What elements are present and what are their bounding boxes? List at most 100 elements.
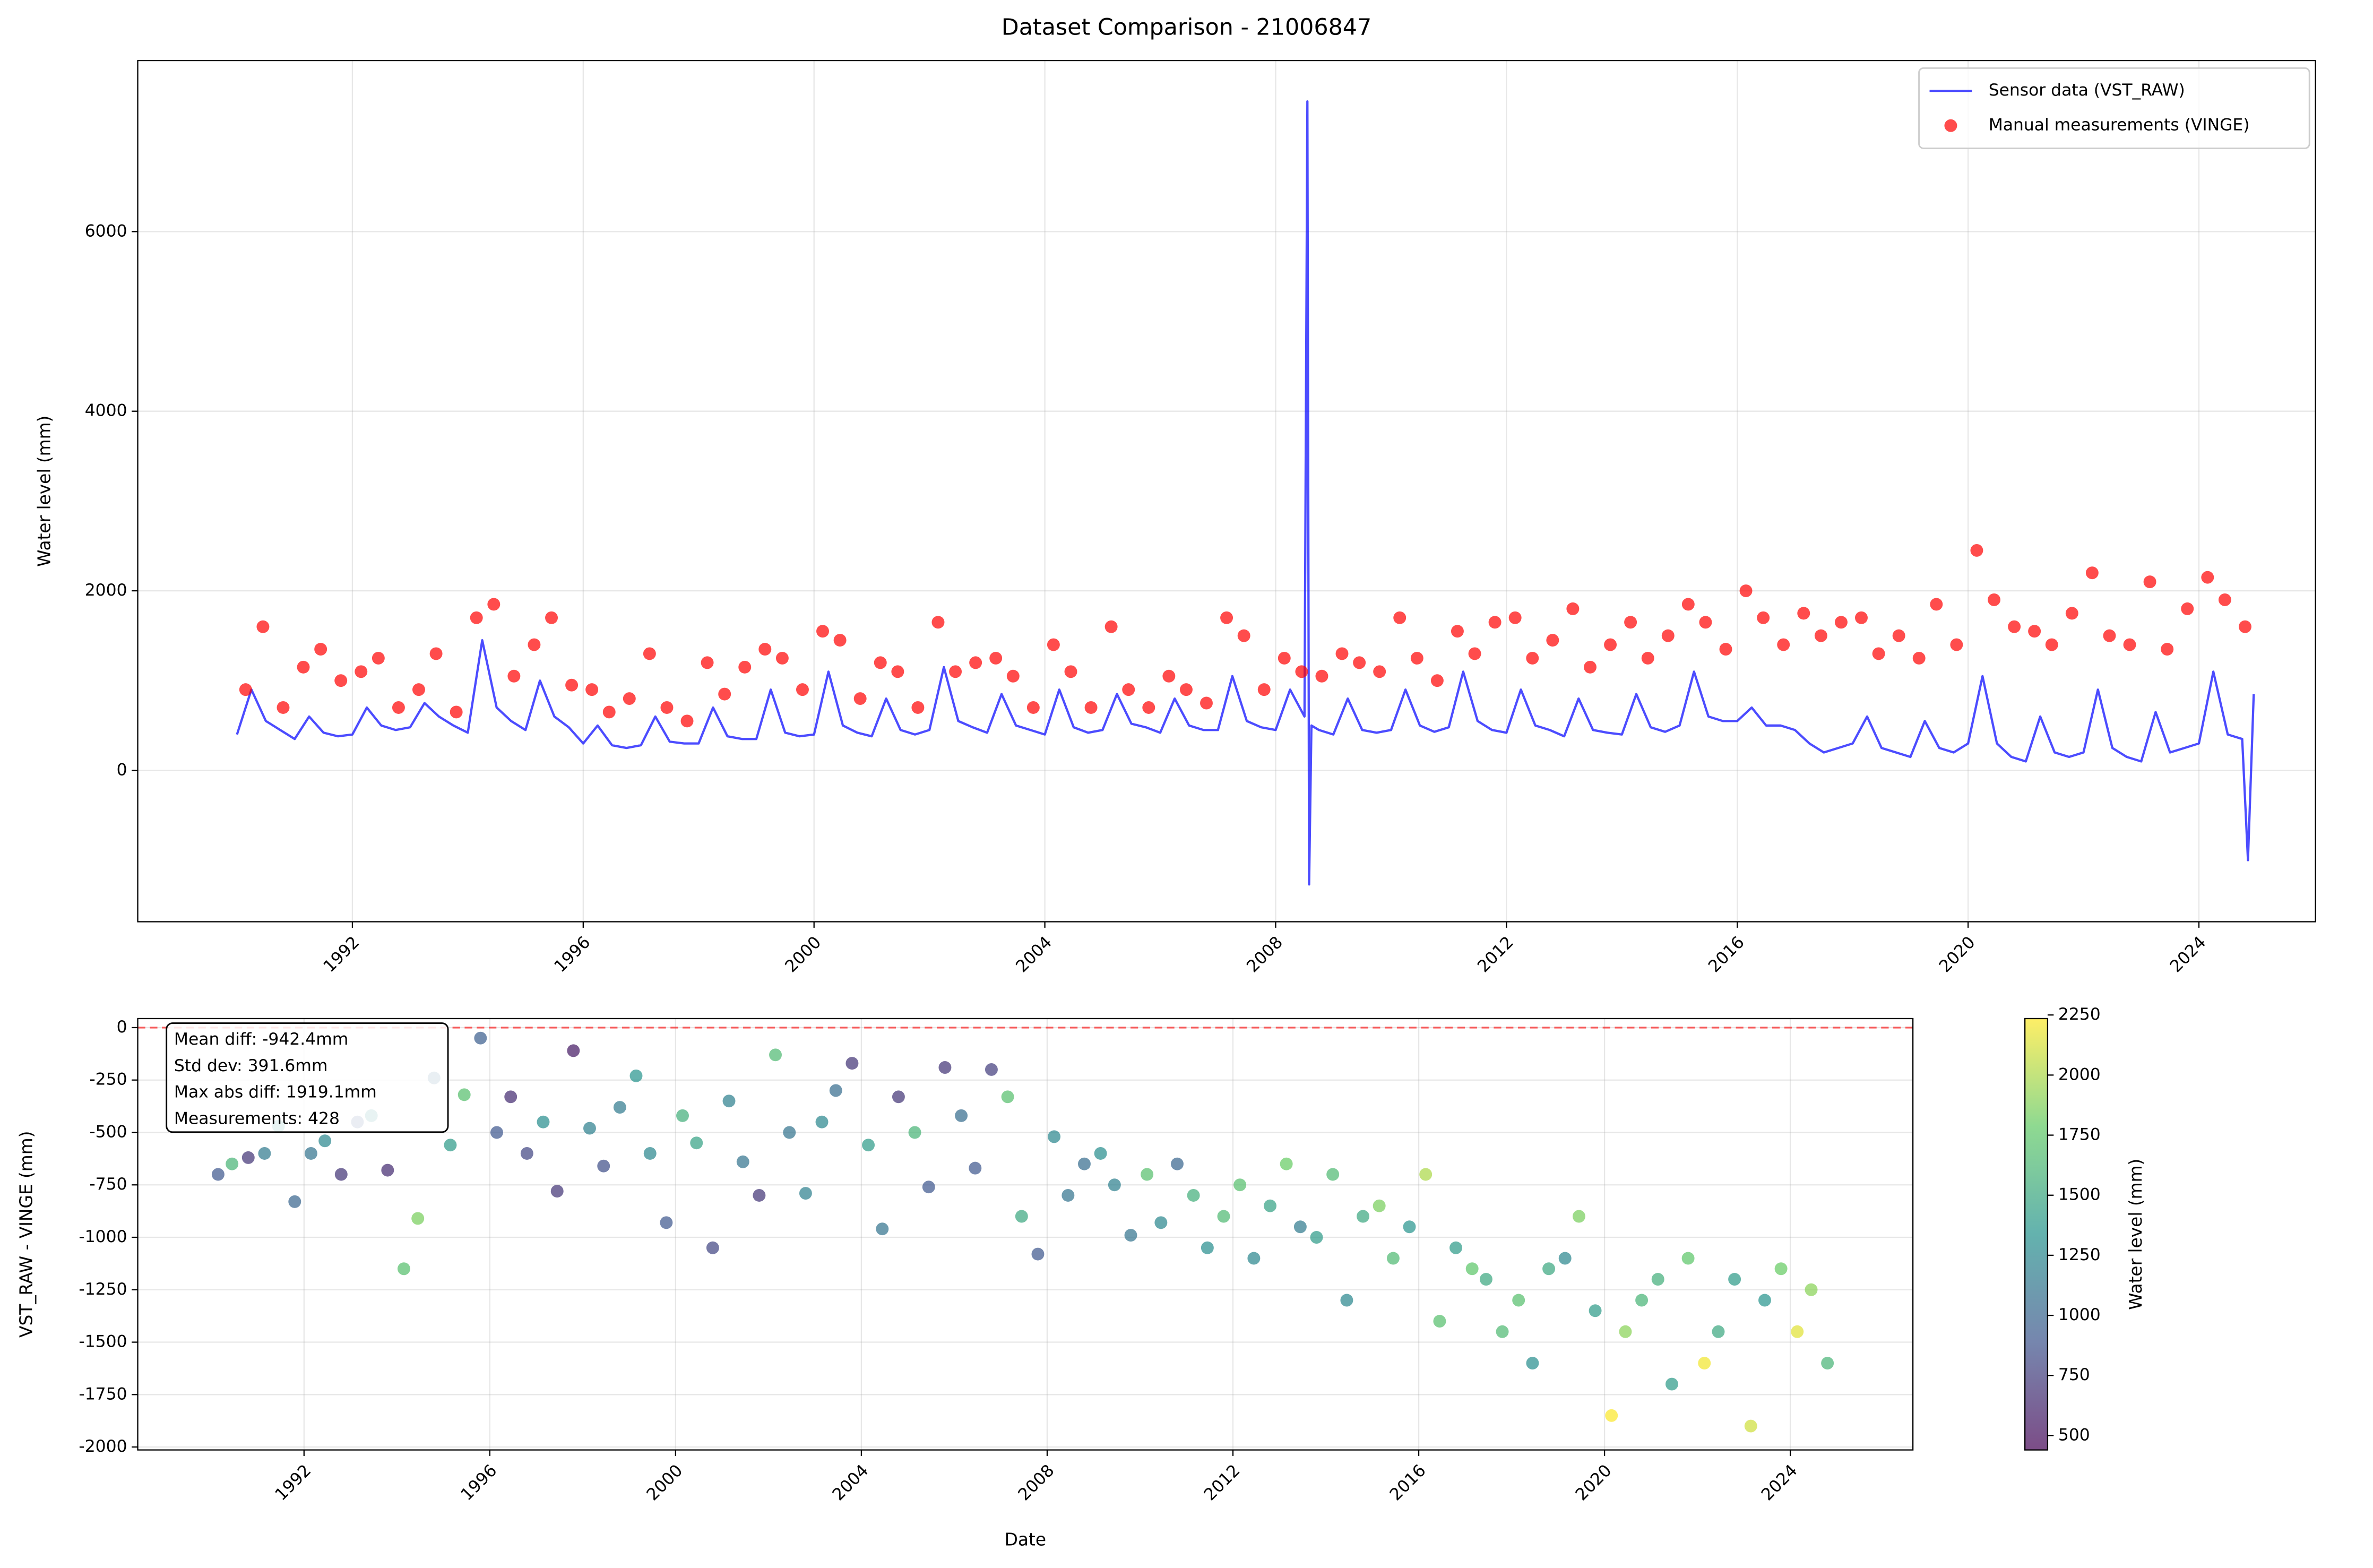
point <box>1605 1409 1618 1422</box>
point <box>1001 1090 1014 1104</box>
stats-text: Mean diff: -942.4mm <box>174 1030 348 1049</box>
point <box>845 1057 859 1070</box>
point <box>1855 611 1868 624</box>
point <box>1777 638 1790 651</box>
point <box>799 1187 812 1200</box>
point <box>949 665 962 678</box>
y-tick-label: -1750 <box>79 1384 127 1403</box>
point <box>314 643 327 656</box>
point <box>1719 643 1732 656</box>
point <box>2161 643 2174 656</box>
point <box>1572 1210 1585 1223</box>
point <box>1295 665 1308 678</box>
point <box>372 651 385 665</box>
point <box>643 1147 657 1160</box>
point <box>722 1095 736 1108</box>
point <box>1970 544 1983 557</box>
point <box>1064 665 1077 678</box>
point <box>613 1101 626 1114</box>
point <box>1084 701 1098 714</box>
point <box>487 598 501 611</box>
sensor-line <box>236 100 2255 886</box>
point <box>1433 1315 1446 1328</box>
point <box>955 1109 968 1122</box>
point <box>474 1031 487 1045</box>
colorbar-tick-label: 1500 <box>2058 1185 2101 1204</box>
point <box>412 683 425 696</box>
point <box>1449 1241 1463 1254</box>
point <box>1217 1210 1230 1223</box>
point <box>1584 660 1597 674</box>
point <box>1124 1229 1137 1242</box>
point <box>2065 607 2078 620</box>
point <box>411 1212 425 1225</box>
point <box>1247 1252 1261 1265</box>
point <box>2201 571 2214 584</box>
point <box>1393 611 1406 624</box>
point <box>1340 1294 1353 1307</box>
point <box>1681 1252 1695 1265</box>
point <box>392 701 405 714</box>
point <box>660 701 674 714</box>
x-axis-label: Date <box>1005 1530 1046 1550</box>
point <box>504 1090 517 1104</box>
x-tick-label: 2004 <box>1012 933 1056 976</box>
point <box>1665 1377 1678 1391</box>
colorbar-label: Water level (mm) <box>2126 1159 2146 1310</box>
point <box>2143 575 2156 589</box>
point <box>2238 620 2251 633</box>
point <box>931 616 945 629</box>
point <box>239 683 252 696</box>
point <box>1496 1325 1509 1338</box>
x-tick-label: 2016 <box>1386 1461 1430 1504</box>
point <box>597 1159 610 1173</box>
y-tick-label: 4000 <box>85 401 127 420</box>
y-tick-label: -2000 <box>79 1437 127 1456</box>
legend-label: Manual measurements (VINGE) <box>1989 116 2250 135</box>
point <box>1739 584 1753 598</box>
x-tick-label: 1992 <box>271 1461 315 1504</box>
y-tick-label: -750 <box>89 1175 127 1194</box>
point <box>623 692 636 705</box>
point <box>853 692 867 705</box>
legend-swatch <box>1944 119 1957 132</box>
x-tick-label: 2008 <box>1015 1461 1058 1504</box>
point <box>1077 1157 1091 1170</box>
point <box>1237 629 1250 642</box>
point <box>1624 616 1637 629</box>
point <box>833 634 847 647</box>
point <box>2218 593 2231 606</box>
y-tick-label: 0 <box>117 760 127 779</box>
point <box>989 651 1003 665</box>
point <box>1892 629 1905 642</box>
point <box>2085 566 2099 580</box>
point <box>1797 607 1810 620</box>
colorbar-tick-label: 2000 <box>2058 1065 2101 1084</box>
point <box>241 1151 255 1164</box>
point <box>450 705 463 719</box>
point <box>1791 1325 1804 1338</box>
point <box>796 683 809 696</box>
point <box>520 1147 533 1160</box>
colorbar-tick-label: 1750 <box>2058 1125 2101 1144</box>
point <box>1315 669 1328 683</box>
point <box>1661 629 1675 642</box>
x-tick-label: 1996 <box>458 1461 501 1504</box>
point <box>1651 1273 1664 1286</box>
point <box>1604 638 1617 651</box>
point <box>1988 593 2001 606</box>
y-tick-label: -1500 <box>79 1332 127 1351</box>
point <box>1293 1220 1307 1234</box>
point <box>583 1122 596 1135</box>
point <box>602 705 616 719</box>
point <box>2008 620 2021 633</box>
point <box>1479 1273 1492 1286</box>
point <box>334 674 348 687</box>
y-tick-label: -250 <box>89 1070 127 1089</box>
point <box>1451 625 1464 638</box>
point <box>1681 598 1695 611</box>
point <box>1635 1294 1649 1307</box>
point <box>1744 1419 1757 1433</box>
point <box>1171 1157 1184 1170</box>
